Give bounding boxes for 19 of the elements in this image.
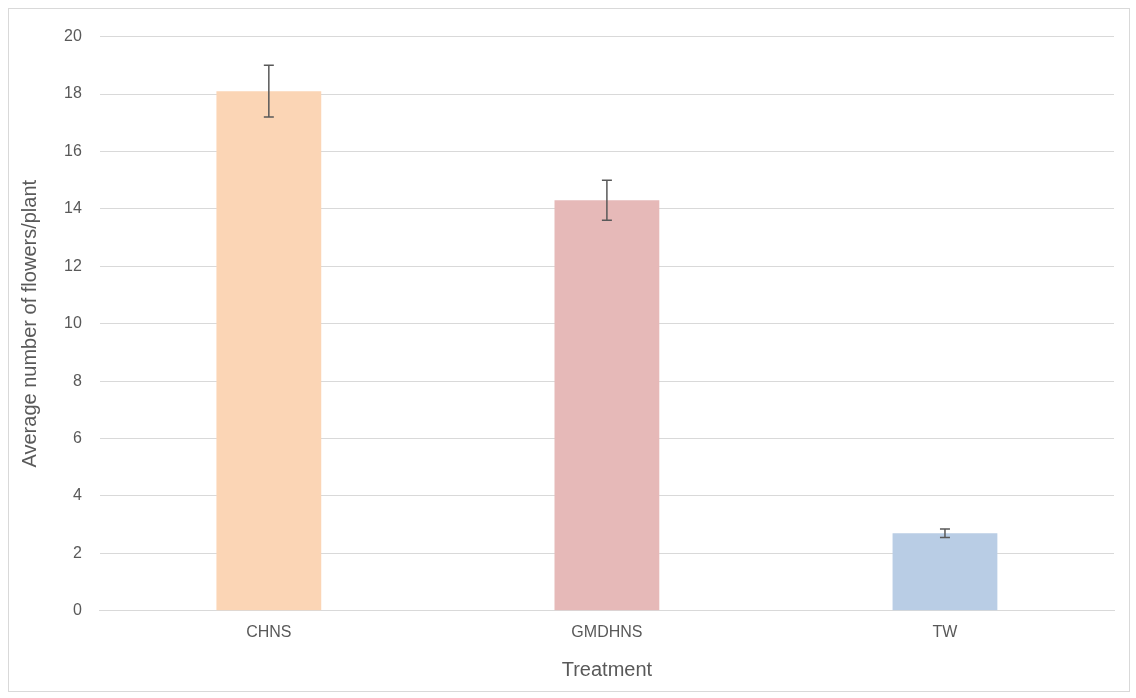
x-tick-label: GMDHNS <box>571 622 643 640</box>
y-axis-title: Average number of flowers/plant <box>17 179 40 468</box>
y-tick-label: 18 <box>64 84 82 102</box>
bar <box>554 200 660 611</box>
y-tick-label: 14 <box>64 199 82 217</box>
y-tick-label: 2 <box>72 543 82 561</box>
y-tick-label: 12 <box>64 256 82 274</box>
bar <box>216 91 322 611</box>
y-tick-label: 6 <box>72 428 82 446</box>
y-tick-label: 4 <box>72 486 82 504</box>
x-axis-title: Treatment <box>561 657 653 680</box>
x-tick-label: TW <box>932 622 959 640</box>
x-tick-label: CHNS <box>246 622 292 640</box>
y-tick-label: 16 <box>64 141 82 159</box>
bar <box>892 533 998 611</box>
y-tick-label: 8 <box>72 371 82 389</box>
y-tick-label: 0 <box>72 601 82 619</box>
y-tick-label: 20 <box>64 27 82 45</box>
y-tick-label: 10 <box>64 314 82 332</box>
